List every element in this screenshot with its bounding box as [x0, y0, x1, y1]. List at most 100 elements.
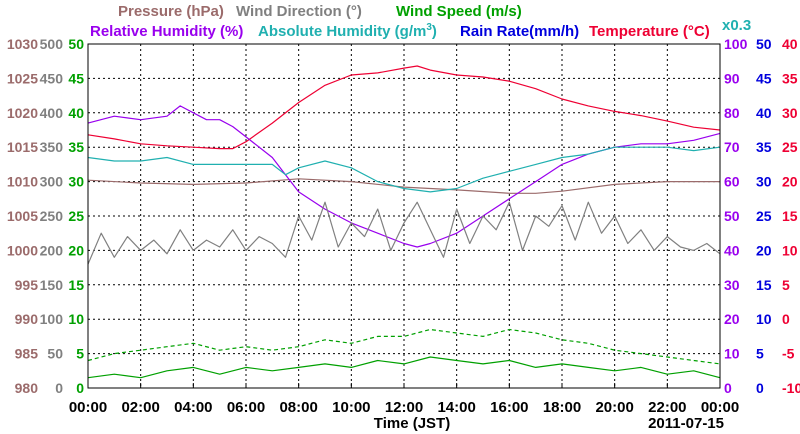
y-tick-wind-speed: 0: [76, 380, 84, 396]
x-tick-label: 00:00: [701, 399, 739, 416]
y-tick-pressure: 1000: [7, 242, 38, 258]
y-tick-relative-humidity: 100: [724, 36, 748, 52]
y-tick-wind-speed: 50: [68, 36, 84, 52]
y-tick-relative-humidity: 90: [724, 70, 740, 86]
y-tick-wind-direction: 250: [40, 208, 64, 224]
y-tick-pressure: 995: [15, 277, 39, 293]
y-tick-rain-rate: 30: [756, 174, 772, 190]
y-tick-rain-rate: 40: [756, 105, 772, 121]
y-tick-pressure: 1015: [7, 139, 38, 155]
x-tick-label: 00:00: [69, 399, 107, 416]
y-tick-relative-humidity: 60: [724, 174, 740, 190]
y-tick-temperature: 35: [782, 70, 798, 86]
series-absolute-humidity-g-m3: [87, 146, 721, 193]
y-tick-wind-speed: 15: [68, 277, 84, 293]
y-tick-rain-rate: 10: [756, 311, 772, 327]
y-tick-wind-speed: 40: [68, 105, 84, 121]
y-tick-pressure: 990: [15, 311, 39, 327]
legend-wind-speed: Wind Speed (m/s): [396, 3, 522, 20]
y-tick-rain-rate: 35: [756, 139, 772, 155]
x-tick-label: 18:00: [543, 399, 581, 416]
y-tick-pressure: 1020: [7, 105, 38, 121]
y-axes: 1030102510201015101010051000995990985980…: [7, 36, 800, 396]
y-tick-pressure: 1030: [7, 36, 38, 52]
y-tick-relative-humidity: 70: [724, 139, 740, 155]
y-tick-temperature: 0: [782, 311, 790, 327]
y-tick-temperature: 5: [782, 277, 790, 293]
x-tick-label: 10:00: [332, 399, 370, 416]
y-tick-relative-humidity: 40: [724, 242, 740, 258]
legend-rain-multiplier: x0.3: [722, 17, 751, 34]
y-tick-temperature: 30: [782, 105, 798, 121]
y-tick-wind-direction: 0: [55, 380, 63, 396]
legend-rain-rate: Rain Rate(mm/h): [460, 23, 579, 40]
y-tick-pressure: 1025: [7, 70, 38, 86]
legend: Pressure (hPa) Wind Direction (°) Wind S…: [90, 3, 751, 40]
y-tick-wind-direction: 200: [40, 242, 64, 258]
y-tick-relative-humidity: 50: [724, 208, 740, 224]
y-tick-wind-direction: 350: [40, 139, 64, 155]
y-tick-rain-rate: 25: [756, 208, 772, 224]
y-tick-pressure: 985: [15, 346, 39, 362]
y-tick-wind-speed: 30: [68, 174, 84, 190]
y-tick-pressure: 1005: [7, 208, 38, 224]
y-tick-rain-rate: 50: [756, 36, 772, 52]
y-tick-wind-direction: 300: [40, 174, 64, 190]
series-pressure-hpa: [87, 178, 720, 194]
x-tick-label: 06:00: [227, 399, 265, 416]
y-tick-wind-direction: 400: [40, 105, 64, 121]
date-label: 2011-07-15: [648, 415, 724, 432]
y-tick-temperature: 10: [782, 242, 798, 258]
x-tick-label: 22:00: [648, 399, 686, 416]
y-tick-temperature: -10: [782, 380, 800, 396]
series-wind-speed-gust-m-s: [87, 328, 721, 365]
y-tick-relative-humidity: 30: [724, 277, 740, 293]
legend-pressure: Pressure (hPa): [118, 3, 224, 20]
y-tick-temperature: 40: [782, 36, 798, 52]
y-tick-wind-direction: 150: [40, 277, 64, 293]
y-tick-relative-humidity: 10: [724, 346, 740, 362]
x-tick-label: 04:00: [174, 399, 212, 416]
y-tick-rain-rate: 5: [756, 346, 764, 362]
legend-wind-direction: Wind Direction (°): [236, 3, 362, 20]
x-axis-label: Time (JST): [374, 415, 450, 432]
y-tick-pressure: 1010: [7, 174, 38, 190]
y-tick-temperature: 20: [782, 174, 798, 190]
grid: [88, 44, 720, 388]
y-tick-temperature: 15: [782, 208, 798, 224]
series-temperature-c: [87, 65, 721, 150]
y-tick-relative-humidity: 80: [724, 105, 740, 121]
series-lines: [87, 65, 721, 379]
y-tick-wind-direction: 100: [40, 311, 64, 327]
y-tick-wind-direction: 450: [40, 70, 64, 86]
y-tick-wind-speed: 5: [76, 346, 84, 362]
y-tick-rain-rate: 20: [756, 242, 772, 258]
y-tick-wind-speed: 10: [68, 311, 84, 327]
y-tick-wind-direction: 500: [40, 36, 64, 52]
y-tick-wind-speed: 20: [68, 242, 84, 258]
y-tick-wind-speed: 25: [68, 208, 84, 224]
legend-temperature: Temperature (°C): [589, 23, 710, 40]
legend-absolute-humidity: Absolute Humidity (g/m3): [258, 22, 437, 40]
y-tick-pressure: 980: [15, 380, 39, 396]
y-tick-relative-humidity: 20: [724, 311, 740, 327]
x-tick-label: 20:00: [595, 399, 633, 416]
y-tick-wind-direction: 50: [47, 346, 63, 362]
y-tick-rain-rate: 15: [756, 277, 772, 293]
y-tick-rain-rate: 0: [756, 380, 764, 396]
y-tick-rain-rate: 45: [756, 70, 772, 86]
x-tick-label: 08:00: [279, 399, 317, 416]
legend-absolute-humidity-sup: 3: [426, 22, 432, 33]
x-tick-label: 14:00: [437, 399, 475, 416]
legend-relative-humidity: Relative Humidity (%): [90, 23, 243, 40]
x-axis: 00:00 02:00 04:00 06:00 08:00 10:00 12:00 14:00…: [69, 383, 739, 416]
series-wind-speed-m-s: [87, 356, 721, 379]
x-tick-label: 02:00: [121, 399, 159, 416]
y-tick-wind-speed: 35: [68, 139, 84, 155]
series-wind-direction: [87, 201, 721, 265]
y-tick-relative-humidity: 0: [724, 380, 732, 396]
y-tick-temperature: 25: [782, 139, 798, 155]
y-tick-wind-speed: 45: [68, 70, 84, 86]
x-tick-label: 16:00: [490, 399, 528, 416]
